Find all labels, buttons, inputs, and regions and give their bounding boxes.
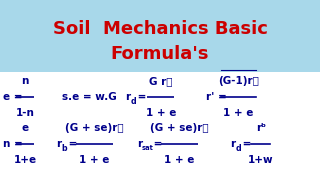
Text: 1+e: 1+e bbox=[13, 155, 37, 165]
FancyBboxPatch shape bbox=[0, 0, 320, 72]
Text: r' =: r' = bbox=[206, 92, 227, 102]
Text: =: = bbox=[150, 139, 162, 149]
Text: d: d bbox=[130, 97, 136, 106]
Text: 1 + e: 1 + e bbox=[146, 108, 176, 118]
Text: 1 + e: 1 + e bbox=[223, 108, 253, 118]
Text: rᵇ: rᵇ bbox=[256, 123, 266, 133]
Text: b: b bbox=[61, 144, 67, 153]
Text: r: r bbox=[56, 139, 61, 149]
Text: 1 + e: 1 + e bbox=[79, 155, 109, 165]
Text: d: d bbox=[236, 144, 241, 153]
Text: r: r bbox=[230, 139, 236, 149]
Text: 1+w: 1+w bbox=[248, 155, 274, 165]
Text: (G-1)rᵴ: (G-1)rᵴ bbox=[218, 76, 259, 86]
Text: (G + se)rᵴ: (G + se)rᵴ bbox=[150, 123, 209, 133]
Text: sat: sat bbox=[142, 145, 154, 152]
Text: 1 + e: 1 + e bbox=[164, 155, 195, 165]
Text: Formula's: Formula's bbox=[111, 45, 209, 63]
Text: G rᵴ: G rᵴ bbox=[149, 76, 172, 86]
Text: =: = bbox=[239, 139, 252, 149]
Text: n =: n = bbox=[3, 139, 23, 149]
Text: =: = bbox=[65, 139, 77, 149]
Text: e =: e = bbox=[3, 92, 23, 102]
Text: r: r bbox=[138, 139, 143, 149]
Text: s.e = w.G: s.e = w.G bbox=[62, 92, 117, 102]
Text: n: n bbox=[21, 76, 29, 86]
Text: 1-n: 1-n bbox=[16, 108, 35, 118]
Text: e: e bbox=[21, 123, 29, 133]
Text: r: r bbox=[125, 92, 130, 102]
Text: Soil  Mechanics Basic: Soil Mechanics Basic bbox=[52, 20, 268, 38]
Text: (G + se)rᵴ: (G + se)rᵴ bbox=[65, 123, 124, 133]
Text: =: = bbox=[134, 92, 146, 102]
